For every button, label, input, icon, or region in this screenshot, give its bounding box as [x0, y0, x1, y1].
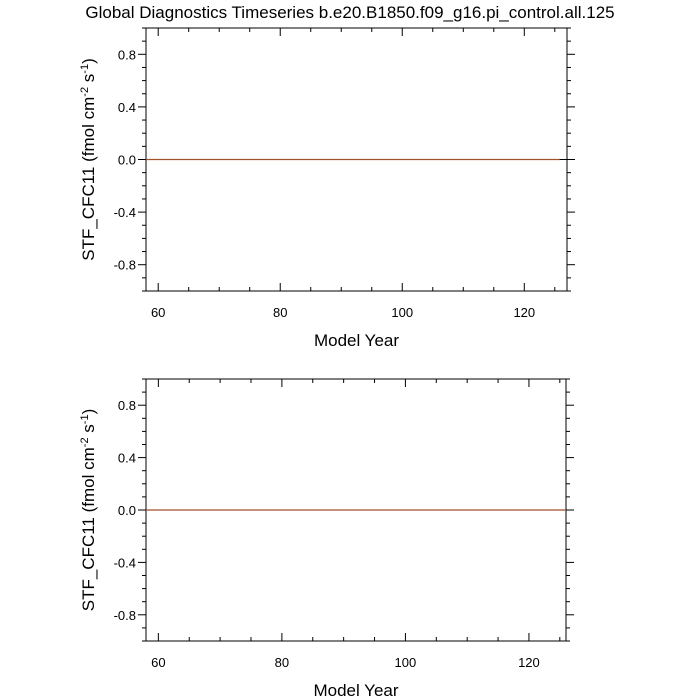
x-tick-label: 100: [391, 305, 413, 320]
y-tick-label: 0.8: [118, 47, 136, 62]
panel-1: 60 80 100 120 -0.8 -0.4 0.0 0.4 0.8 Model Year STF…: [79, 27, 575, 350]
y-tick-label: -0.4: [114, 555, 136, 570]
x-tick-label: 80: [275, 655, 289, 670]
x-tick-label: 60: [151, 655, 165, 670]
x-tick-label: 100: [395, 655, 417, 670]
y-axis-label-unit-prefix: (fmol cm: [79, 447, 98, 512]
y-tick-label: 0.0: [118, 503, 136, 518]
y-axis-label-name: STF_CFC11: [79, 167, 98, 261]
x-tick-label: 120: [518, 655, 540, 670]
y-tick-label: -0.8: [114, 258, 136, 273]
y-axis-label: STF_CFC11 (fmol cm-2 s-1): [79, 409, 98, 612]
y-axis-label-unit-mid: s: [79, 424, 98, 437]
y-axis-label: STF_CFC11 (fmol cm-2 s-1): [79, 58, 98, 261]
y-axis-label-exp2: -1: [79, 414, 91, 424]
x-tick-label: 120: [513, 305, 535, 320]
y-tick-label: -0.4: [114, 205, 136, 220]
y-tick-label: 0.4: [118, 100, 136, 115]
y-axis-label-unit-prefix: (fmol cm: [79, 97, 98, 162]
y-axis-label-exp2: -1: [79, 64, 91, 74]
y-tick-label: -0.8: [114, 608, 136, 623]
chart-title: Global Diagnostics Timeseries b.e20.B185…: [85, 3, 614, 22]
x-axis-label: Model Year: [314, 331, 399, 350]
y-axis-label-unit-suffix: ): [79, 58, 98, 64]
y-axis-label-exp1: -2: [79, 87, 91, 97]
y-tick-label: 0.4: [118, 451, 136, 466]
x-tick-label: 60: [151, 305, 165, 320]
x-axis-label: Model Year: [313, 681, 398, 700]
panel-2: 60 80 100 120 -0.8 -0.4 0.0 0.4 0.8 Model Year STF…: [79, 378, 574, 700]
y-tick-label: 0.0: [118, 153, 136, 168]
y-axis-label-exp1: -2: [79, 437, 91, 447]
x-tick-label: 80: [273, 305, 287, 320]
y-axis-label-unit-mid: s: [79, 74, 98, 87]
y-axis-label-unit-suffix: ): [79, 409, 98, 415]
y-tick-label: 0.8: [118, 398, 136, 413]
y-axis-label-name: STF_CFC11: [79, 517, 98, 611]
